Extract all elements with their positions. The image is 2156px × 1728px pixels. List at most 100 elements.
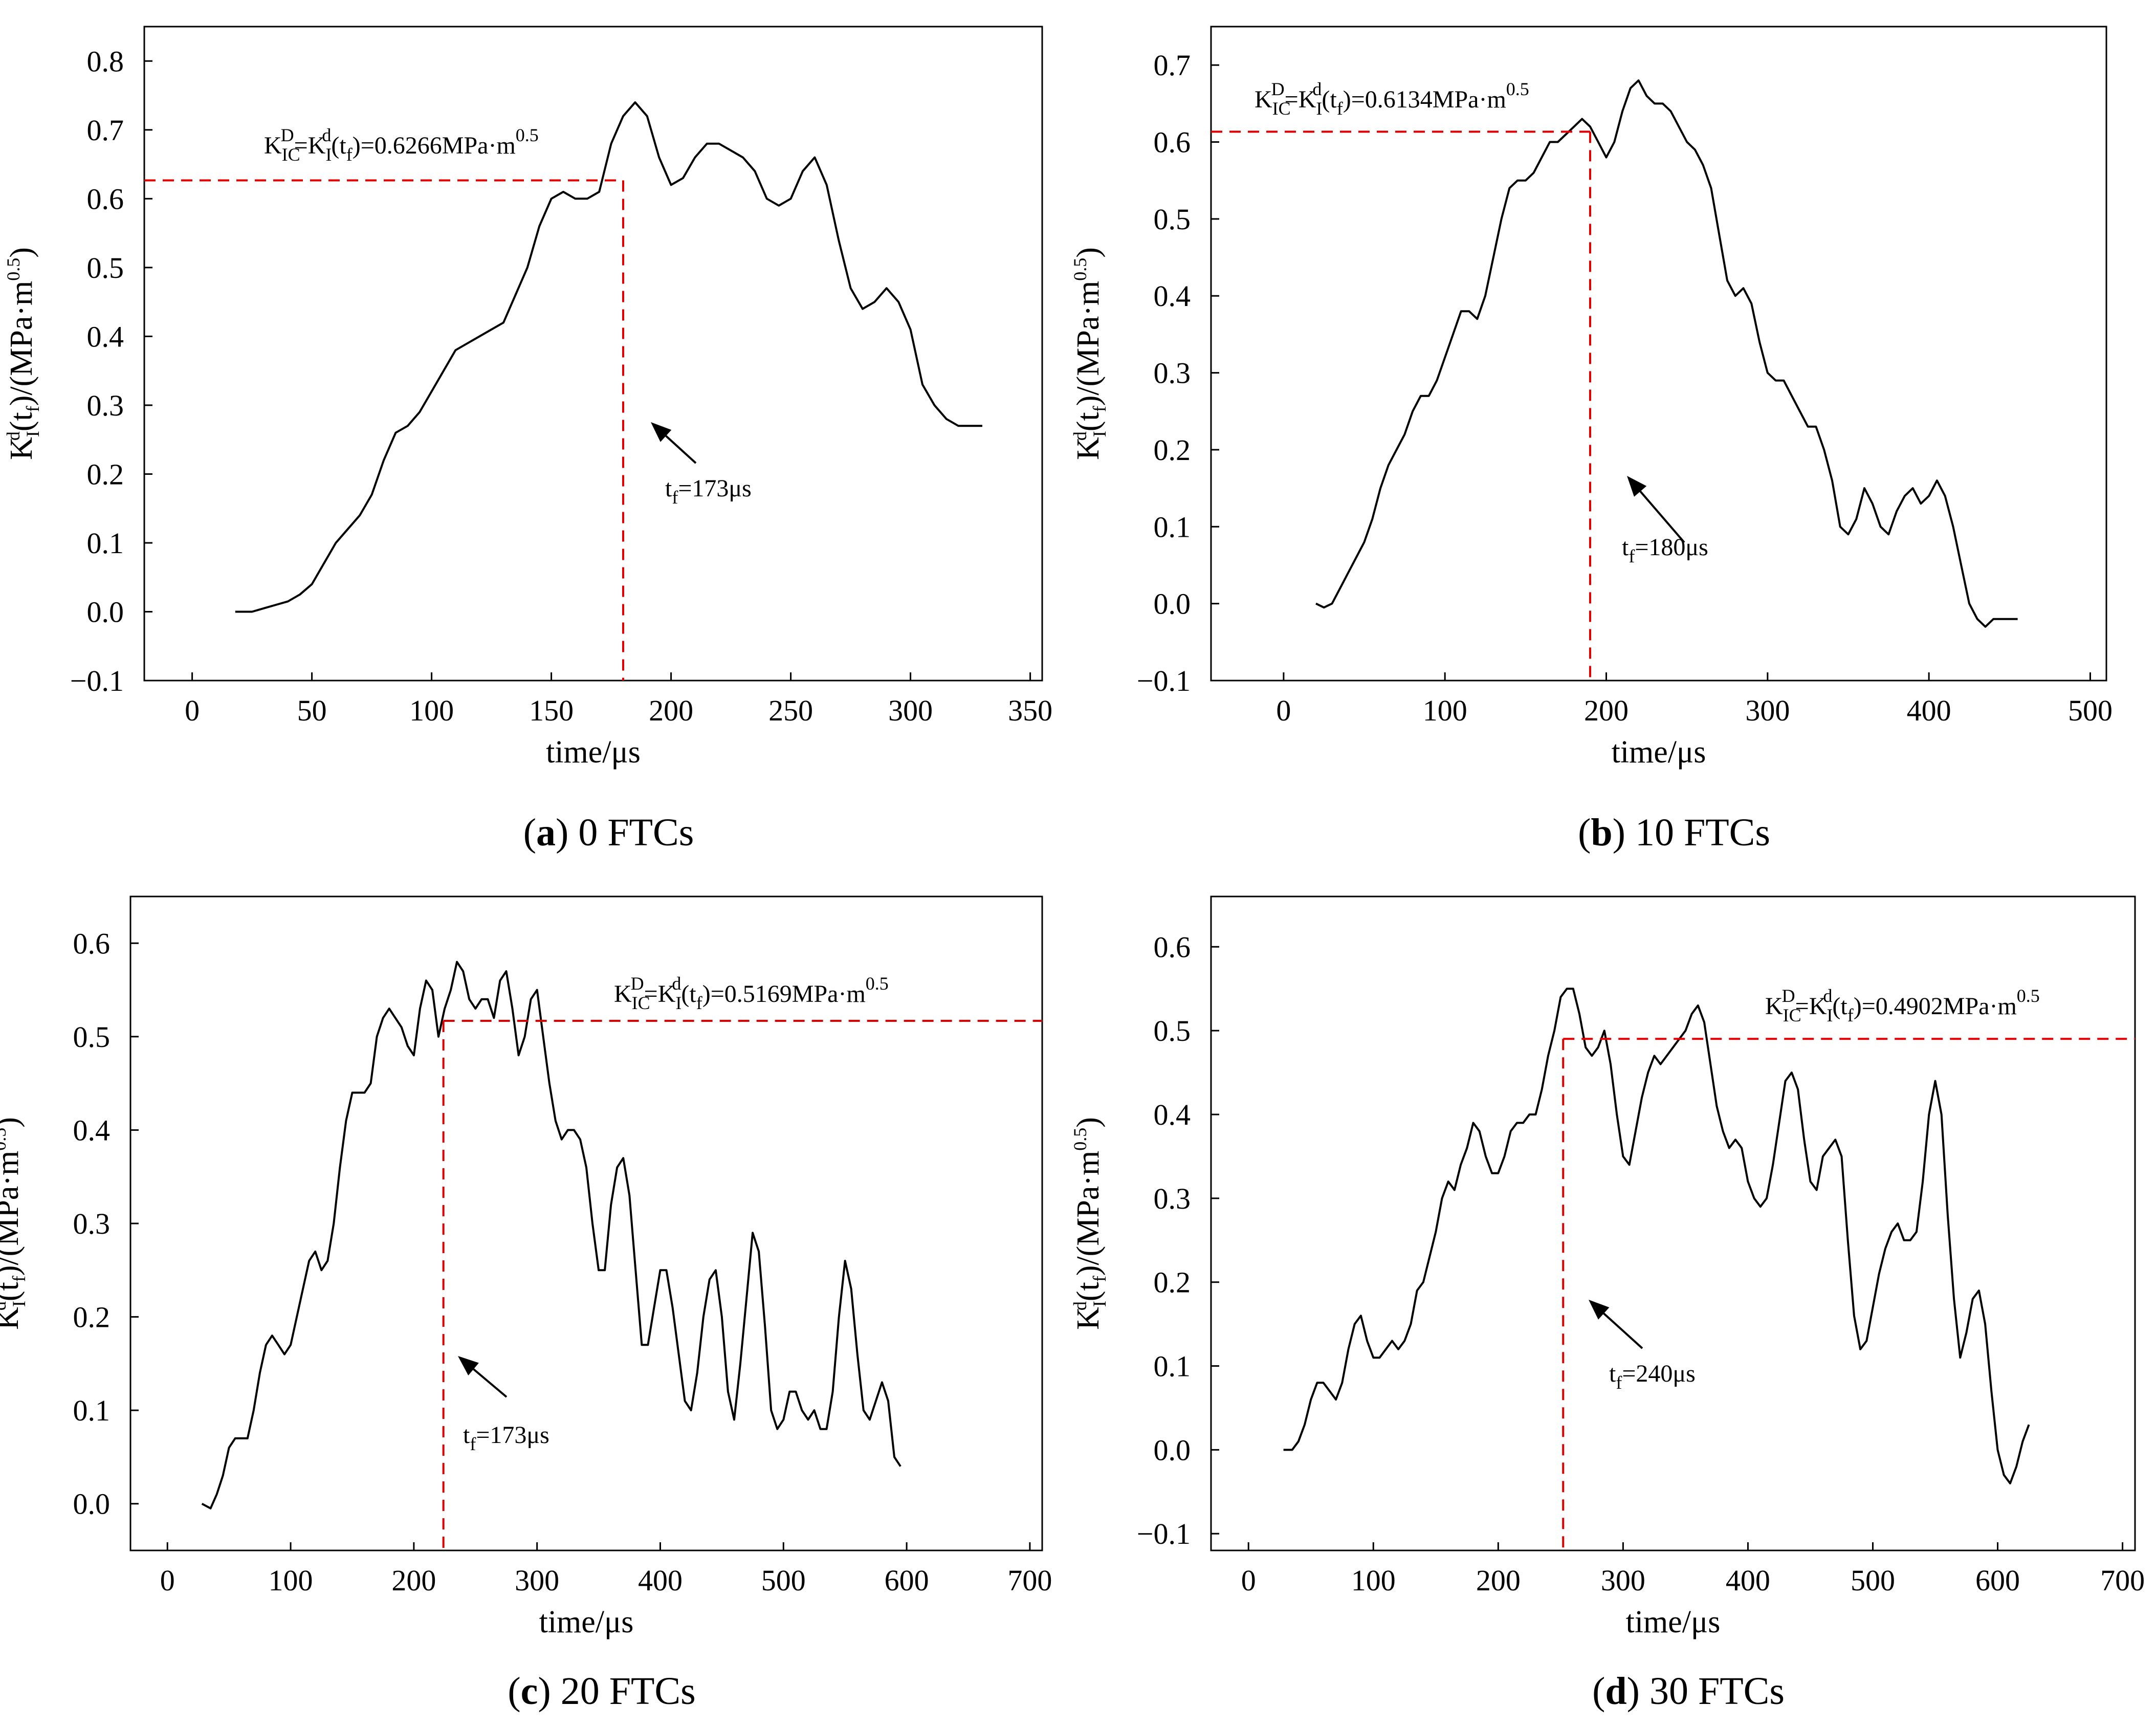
y-tick-label: 0.3 [73, 1207, 111, 1240]
y-tick-label: 0.1 [1154, 510, 1191, 543]
series-line [1315, 79, 2018, 628]
y-tick-label: 0.3 [1154, 357, 1191, 390]
x-tick-label: 100 [1351, 1564, 1396, 1597]
y-tick-label: 0.3 [1154, 1182, 1191, 1215]
y-tick-label: 0.5 [1154, 1014, 1191, 1047]
x-tick-label: 400 [1726, 1564, 1770, 1597]
plot-frame [143, 26, 1043, 682]
kic-annotation: KICD=KId(tf)=0.4902MPa·m0.5 [1765, 986, 2040, 1025]
x-tick-label: 0 [185, 694, 200, 727]
y-tick-label: 0.7 [1154, 49, 1191, 82]
x-tick-label: 200 [391, 1564, 436, 1597]
tf-annotation: tf=173μs [463, 1421, 549, 1454]
y-tick-label: 0.2 [1154, 433, 1191, 467]
y-tick-label: −0.1 [1137, 664, 1191, 697]
panel-letter: d [1605, 1670, 1626, 1713]
panel-d: 0 100 200 300 400 500 600 700 −0.1 0.0 0.1 0.2 0.3 0.… [1070, 895, 2145, 1713]
y-axis-title: KId(tf)/(MPa·m0.5) [0, 1117, 29, 1330]
panel-caption: (a) 0 FTCs [523, 811, 694, 854]
y-tick-label: 0.8 [87, 45, 124, 78]
x-tick-label: 150 [529, 694, 574, 727]
panel-b: 0 100 200 300 400 500 −0.1 0.0 0.1 0.2 0.3 0.4 0.5 0.… [1070, 26, 2113, 854]
x-tick-label: 400 [638, 1564, 683, 1597]
panel-caption-text: 10 FTCs [1635, 811, 1770, 854]
y-tick-label: 0.1 [87, 527, 124, 560]
x-tick-label: 50 [297, 694, 327, 727]
panel-caption-text: 30 FTCs [1649, 1670, 1785, 1713]
x-tick-label: 300 [515, 1564, 559, 1597]
series-line [201, 960, 901, 1510]
y-axis-title: KId(tf)/(MPa·m0.5) [1070, 1117, 1110, 1330]
kic-annotation: KICD=KId(tf)=0.6134MPa·m0.5 [1255, 79, 1529, 119]
panel-c: 0 100 200 300 400 500 600 700 0.0 0.1 0.2 0.3 0.4 0.5… [0, 895, 1052, 1713]
panel-letter: a [536, 811, 556, 854]
kic-annotation: KICD=KId(tf)=0.5169MPa·m0.5 [614, 973, 889, 1013]
tf-arrow-head [1627, 476, 1647, 497]
y-tick-label: 0.0 [87, 595, 124, 628]
x-tick-label: 500 [2068, 694, 2113, 727]
panel-caption: (d) 30 FTCs [1592, 1670, 1785, 1713]
y-tick-label: 0.0 [1154, 587, 1191, 621]
tf-arrow-shaft [473, 1368, 508, 1398]
y-tick-label: 0.0 [1154, 1433, 1191, 1467]
x-axis-title: time/μs [1612, 735, 1706, 770]
y-tick-label: 0.6 [87, 182, 124, 215]
series-line [1283, 988, 2030, 1484]
y-tick-label: −0.1 [70, 664, 124, 697]
y-axis-title: KId(tf)/(MPa·m0.5) [3, 247, 43, 460]
tf-arrow-head [651, 422, 672, 442]
x-axis-title: time/μs [546, 735, 641, 770]
plot-frame [1210, 26, 2107, 682]
panel-a: 0 50 100 150 200 250 300 350 −0.1 0.0 0.1 0.2 0.3 0.4… [3, 26, 1052, 854]
tf-arrow-shaft [1639, 490, 1685, 543]
y-tick-label: 0.3 [87, 389, 124, 422]
x-tick-label: 500 [761, 1564, 806, 1597]
x-tick-label: 500 [1851, 1564, 1895, 1597]
y-tick-label: −0.1 [1137, 1517, 1191, 1550]
panel-letter: c [521, 1670, 538, 1713]
x-tick-label: 0 [1241, 1564, 1256, 1597]
x-axis-title: time/μs [539, 1605, 634, 1639]
x-tick-label: 600 [1975, 1564, 2020, 1597]
x-tick-label: 700 [2100, 1564, 2145, 1597]
y-tick-label: 0.0 [73, 1488, 111, 1521]
x-tick-label: 300 [1745, 694, 1790, 727]
x-tick-label: 300 [1601, 1564, 1645, 1597]
plot-frame [129, 895, 1043, 1551]
y-tick-label: 0.6 [1154, 126, 1191, 159]
x-tick-label: 250 [768, 694, 813, 727]
tf-annotation: tf=180μs [1622, 534, 1708, 566]
x-tick-label: 100 [1423, 694, 1467, 727]
y-tick-label: 0.1 [73, 1394, 111, 1427]
x-tick-label: 200 [1584, 694, 1629, 727]
y-tick-label: 0.7 [87, 114, 124, 147]
y-tick-label: 0.2 [73, 1301, 111, 1334]
y-tick-label: 0.4 [1154, 279, 1191, 313]
y-tick-label: 0.4 [87, 320, 124, 353]
panel-caption: (b) 10 FTCs [1578, 811, 1770, 854]
y-tick-label: 0.4 [1154, 1098, 1191, 1131]
panel-caption: (c) 20 FTCs [508, 1670, 695, 1713]
panel-letter: b [1591, 811, 1612, 854]
x-tick-label: 100 [409, 694, 454, 727]
tf-arrow-head [458, 1356, 479, 1376]
x-tick-label: 350 [1008, 694, 1052, 727]
x-tick-label: 200 [1476, 1564, 1521, 1597]
y-tick-label: 0.2 [1154, 1266, 1191, 1299]
tf-annotation: tf=173μs [665, 475, 752, 508]
y-tick-label: 0.5 [87, 251, 124, 285]
x-tick-label: 300 [888, 694, 933, 727]
y-axis-title: KId(tf)/(MPa·m0.5) [1070, 247, 1110, 460]
x-tick-label: 200 [649, 694, 693, 727]
panel-caption-text: 0 FTCs [578, 811, 694, 854]
tf-arrow-shaft [1603, 1313, 1643, 1349]
y-tick-label: 0.1 [1154, 1350, 1191, 1383]
tf-annotation: tf=240μs [1609, 1360, 1696, 1393]
x-tick-label: 600 [885, 1564, 929, 1597]
x-axis-title: time/μs [1626, 1605, 1721, 1639]
y-tick-label: 0.5 [1154, 203, 1191, 236]
plot-frame [1210, 895, 2136, 1551]
x-tick-label: 100 [269, 1564, 313, 1597]
x-tick-label: 0 [160, 1564, 175, 1597]
